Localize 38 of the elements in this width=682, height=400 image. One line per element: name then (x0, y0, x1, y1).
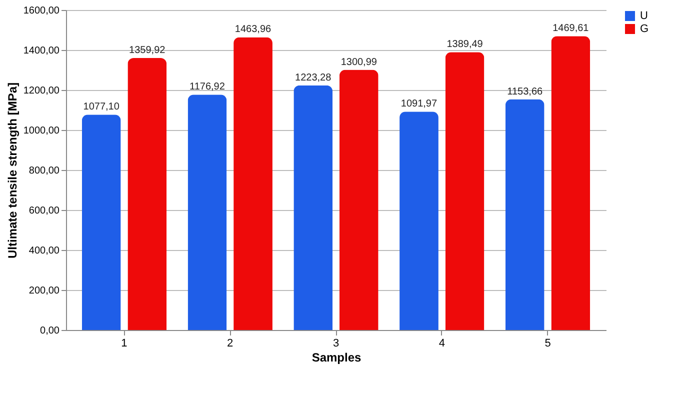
x-tick-label: 3 (332, 338, 340, 350)
bar (505, 99, 544, 330)
y-tick-label: 1400,00 (23, 46, 60, 56)
bar (82, 114, 121, 330)
y-tick-label: 800,00 (28, 166, 60, 176)
x-tick-label: 4 (438, 338, 445, 350)
data-label: 1469,61 (552, 23, 590, 34)
bar (188, 94, 227, 330)
y-tick-label: 1600,00 (23, 6, 60, 16)
data-label: 1091,97 (400, 98, 438, 110)
data-label: 1463,96 (234, 24, 272, 36)
y-axis-title: Ultimate tensile strength [MPa] (5, 82, 20, 259)
bar (339, 70, 378, 330)
y-tick-label: 0,00 (40, 326, 60, 336)
data-label: 1153,66 (507, 86, 544, 98)
bar (400, 112, 438, 330)
data-label: 1359,92 (129, 45, 166, 56)
data-label: 1077,10 (83, 102, 120, 113)
y-tick-label: 600,00 (28, 206, 60, 216)
bar (294, 85, 333, 330)
x-axis-title: Samples (312, 350, 362, 364)
x-tick-label: 1 (121, 338, 128, 350)
x-tick-label: 2 (227, 338, 234, 350)
data-label: 1389,49 (446, 39, 484, 50)
y-tick-label: 1000,00 (23, 126, 60, 136)
y-tick-label: 1200,00 (23, 86, 60, 96)
legend-label: G (640, 23, 649, 35)
legend-label: U (640, 10, 648, 22)
data-label: 1176,92 (190, 82, 226, 93)
y-tick-label: 200,00 (28, 286, 60, 296)
bar (445, 52, 484, 330)
x-tick-label: 5 (544, 338, 551, 350)
data-label: 1300,99 (340, 56, 378, 68)
y-tick-label: 400,00 (28, 246, 60, 256)
data-label: 1223,28 (295, 72, 332, 84)
bar (234, 37, 272, 330)
bar (128, 58, 167, 330)
bar (551, 36, 590, 330)
